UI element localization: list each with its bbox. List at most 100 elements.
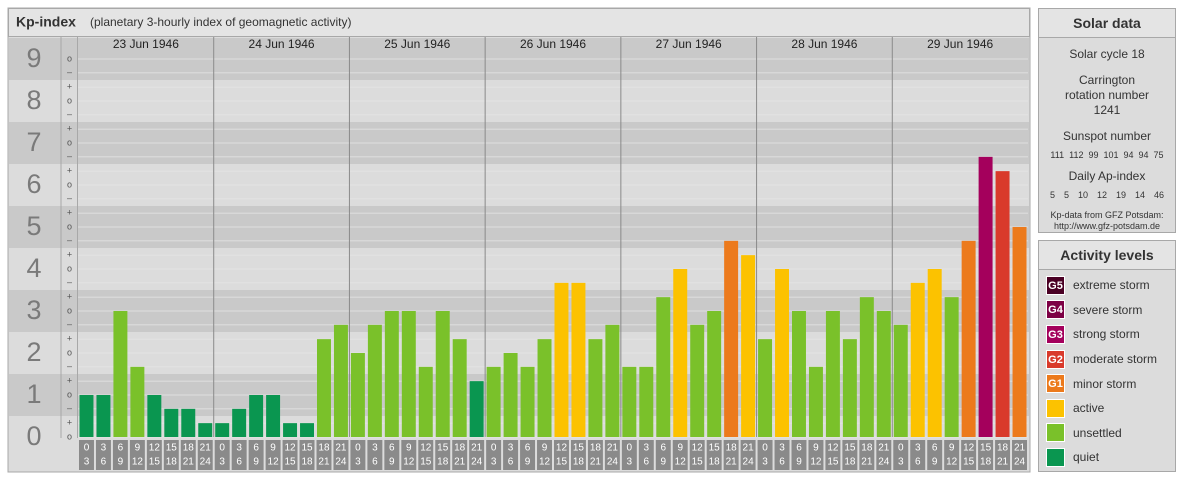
x-tick-label: 6 (932, 443, 938, 454)
y-tick-label: 3 (26, 295, 41, 325)
x-tick-label: 3 (915, 443, 921, 454)
minor-tick-label: + (67, 82, 72, 92)
minor-tick-label: – (67, 151, 72, 161)
time-box (859, 440, 875, 470)
x-tick-label: 12 (420, 443, 432, 454)
x-tick-label: 21 (335, 443, 347, 454)
time-box (180, 440, 196, 470)
bar (876, 311, 891, 437)
time-box (384, 440, 400, 470)
time-box (469, 440, 485, 470)
x-tick-label: 9 (118, 457, 124, 468)
legend-item: G3 strong storm (1039, 322, 1175, 347)
x-tick-label: 6 (389, 443, 395, 454)
time-box (570, 440, 586, 470)
x-tick-label: 9 (932, 457, 938, 468)
x-tick-label: 12 (149, 443, 161, 454)
x-tick-label: 9 (270, 443, 276, 454)
time-box (774, 440, 790, 470)
y-tick-label: 5 (26, 211, 41, 241)
bar (469, 381, 484, 437)
x-tick-label: 9 (542, 443, 548, 454)
bar (283, 423, 298, 437)
legend-label: moderate storm (1073, 352, 1158, 367)
legend-swatch: G1 (1046, 374, 1065, 394)
solar-panel: Solar data Solar cycle 18 Carrington rot… (1038, 8, 1176, 233)
bar (690, 324, 705, 437)
x-tick-label: 15 (709, 443, 721, 454)
time-box (214, 440, 230, 470)
x-tick-label: 24 (878, 457, 890, 468)
sunspot-value: 111 (1050, 150, 1065, 160)
minor-tick-label: o (67, 431, 72, 441)
x-tick-label: 15 (963, 457, 975, 468)
time-box (435, 440, 451, 470)
y-tick-label: 8 (26, 85, 41, 115)
legend-swatch: G5 (1046, 275, 1065, 295)
y-tick-label: 6 (26, 169, 41, 199)
x-tick-label: 3 (508, 443, 514, 454)
minor-tick-label: – (67, 403, 72, 413)
x-tick-label: 15 (692, 457, 704, 468)
legend-swatch: G4 (1046, 300, 1065, 320)
x-tick-label: 18 (844, 457, 856, 468)
x-tick-label: 21 (471, 443, 483, 454)
x-tick-label: 18 (590, 443, 602, 454)
x-tick-label: 18 (183, 443, 195, 454)
x-tick-label: 3 (627, 457, 633, 468)
time-box (638, 440, 654, 470)
chart-subtitle: (planetary 3-hourly index of geomagnetic… (90, 15, 351, 29)
bar (639, 366, 654, 437)
time-box (944, 440, 960, 470)
bar (249, 395, 264, 437)
time-box (757, 440, 773, 470)
legend-label: severe storm (1073, 302, 1143, 317)
x-tick-label: 12 (810, 457, 822, 468)
day-label: 29 Jun 1946 (927, 37, 993, 51)
bar (198, 423, 213, 437)
x-tick-label: 6 (660, 443, 666, 454)
ap-value: 46 (1154, 190, 1165, 200)
bar (486, 366, 501, 437)
minor-tick-label: – (67, 193, 72, 203)
time-box (333, 440, 349, 470)
x-tick-label: 6 (779, 457, 785, 468)
bar (333, 324, 348, 437)
y-tick-label: 1 (26, 379, 41, 409)
legend-swatch (1046, 447, 1065, 467)
legend-item: G4 severe storm (1039, 298, 1175, 323)
time-box (503, 440, 519, 470)
x-tick-label: 15 (573, 443, 585, 454)
x-tick-label: 3 (644, 443, 650, 454)
sunspot-value: 75 (1153, 150, 1164, 160)
time-box (1012, 440, 1027, 470)
x-tick-label: 0 (491, 443, 497, 454)
x-tick-label: 6 (101, 457, 107, 468)
x-tick-label: 12 (132, 457, 144, 468)
y-tick-label: 0 (26, 421, 41, 451)
minor-tick-label: – (67, 235, 72, 245)
sunspot-value: 94 (1138, 150, 1149, 160)
bar (622, 366, 637, 437)
x-tick-label: 3 (219, 457, 225, 468)
x-tick-label: 15 (980, 443, 992, 454)
time-box (520, 440, 536, 470)
x-tick-label: 9 (949, 443, 955, 454)
time-box (231, 440, 247, 470)
sunspot-value: 99 (1088, 150, 1099, 160)
legend-panel: Activity levels G5 extreme storm G4 severe … (1038, 240, 1176, 472)
bar (266, 395, 281, 437)
x-tick-label: 3 (101, 443, 107, 454)
time-box (265, 440, 281, 470)
sunspot-value: 112 (1069, 150, 1084, 160)
x-tick-label: 3 (898, 457, 904, 468)
x-tick-label: 21 (1014, 443, 1026, 454)
day-label: 27 Jun 1946 (656, 37, 722, 51)
bar (367, 324, 382, 437)
bar (724, 240, 739, 437)
x-tick-label: 24 (200, 457, 212, 468)
time-box (95, 440, 111, 470)
solar-cycle: Solar cycle 18 (1069, 47, 1145, 61)
sunspot-value: 101 (1103, 150, 1119, 160)
bar (842, 339, 857, 437)
